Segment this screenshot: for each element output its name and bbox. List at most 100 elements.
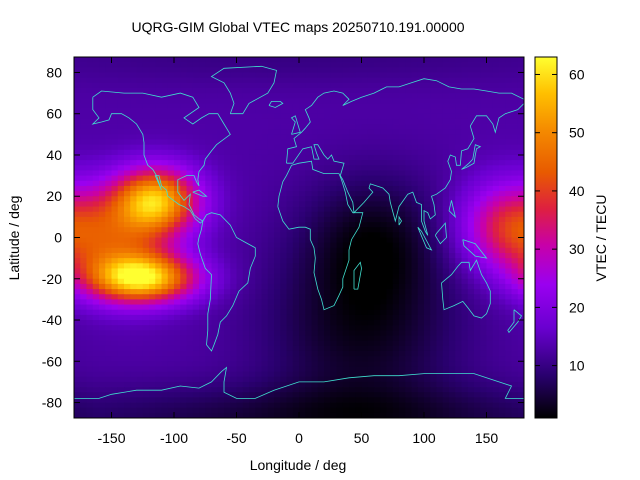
- heatmap-cell: [205, 87, 212, 94]
- heatmap-cell: [511, 134, 519, 140]
- heatmap-cell: [161, 340, 169, 347]
- heatmap-cell: [267, 62, 275, 68]
- heatmap-cell: [461, 278, 469, 285]
- heatmap-cell: [192, 154, 200, 161]
- heatmap-cell: [230, 77, 237, 84]
- heatmap-cell: [267, 175, 275, 182]
- heatmap-cell: [174, 196, 181, 202]
- heatmap-cell: [511, 397, 519, 403]
- heatmap-cell: [105, 93, 112, 99]
- heatmap-cell: [167, 77, 175, 84]
- heatmap-cell: [374, 77, 381, 84]
- heatmap-cell: [486, 82, 494, 89]
- heatmap-cell: [230, 366, 237, 372]
- heatmap-cell: [292, 62, 300, 68]
- heatmap-cell: [336, 154, 344, 161]
- heatmap-cell: [386, 211, 394, 218]
- heatmap-cell: [99, 62, 106, 68]
- heatmap-cell: [111, 252, 119, 259]
- heatmap-cell: [86, 299, 94, 305]
- heatmap-cell: [292, 237, 300, 244]
- heatmap-cell: [80, 222, 87, 228]
- heatmap-cell: [436, 144, 444, 151]
- heatmap-cell: [399, 283, 406, 290]
- heatmap-cell: [467, 72, 475, 79]
- heatmap-cell: [205, 72, 212, 79]
- heatmap-cell: [430, 340, 437, 347]
- heatmap-cell: [349, 82, 356, 89]
- heatmap-cell: [405, 309, 412, 316]
- heatmap-cell: [455, 144, 462, 151]
- heatmap-cell: [486, 222, 494, 228]
- heatmap-cell: [311, 376, 319, 383]
- heatmap-cell: [205, 366, 212, 372]
- heatmap-cell: [480, 325, 487, 331]
- heatmap-cell: [205, 175, 212, 182]
- heatmap-cell: [342, 278, 350, 285]
- heatmap-cell: [449, 397, 456, 403]
- heatmap-cell: [274, 77, 281, 84]
- heatmap-cell: [186, 299, 194, 305]
- heatmap-cell: [511, 160, 519, 166]
- heatmap-cell: [417, 402, 425, 409]
- heatmap-cell: [342, 258, 350, 264]
- heatmap-cell: [417, 387, 425, 393]
- heatmap-cell: [324, 180, 331, 187]
- heatmap-cell: [417, 222, 425, 228]
- heatmap-cell: [111, 320, 119, 326]
- heatmap-cell: [511, 216, 519, 223]
- heatmap-cell: [236, 165, 244, 171]
- heatmap-cell: [217, 175, 225, 182]
- heatmap-cell: [192, 330, 200, 336]
- heatmap-cell: [467, 108, 475, 115]
- heatmap-cell: [361, 185, 369, 192]
- heatmap-cell: [255, 232, 262, 238]
- heatmap-cell: [124, 160, 131, 166]
- heatmap-cell: [305, 118, 312, 125]
- heatmap-cell: [224, 72, 231, 79]
- heatmap-cell: [111, 87, 119, 94]
- heatmap-cell: [355, 392, 362, 398]
- heatmap-cell: [186, 361, 194, 367]
- heatmap-cell: [442, 242, 450, 249]
- heatmap-cell: [142, 263, 150, 269]
- heatmap-cell: [286, 154, 294, 161]
- heatmap-cell: [467, 345, 475, 352]
- heatmap-cell: [474, 278, 481, 285]
- heatmap-cell: [430, 232, 437, 238]
- heatmap-cell: [442, 191, 450, 197]
- heatmap-cell: [311, 381, 319, 388]
- heatmap-cell: [392, 57, 400, 63]
- heatmap-cell: [105, 273, 112, 280]
- heatmap-cell: [105, 118, 112, 125]
- heatmap-cell: [155, 268, 162, 274]
- heatmap-cell: [405, 124, 412, 130]
- heatmap-cell: [511, 381, 519, 388]
- heatmap-cell: [330, 191, 337, 197]
- heatmap-cell: [192, 252, 200, 259]
- heatmap-cell: [474, 118, 481, 125]
- heatmap-cell: [105, 57, 112, 63]
- heatmap-cell: [499, 149, 506, 156]
- heatmap-cell: [74, 242, 81, 249]
- heatmap-cell: [261, 387, 269, 393]
- heatmap-cell: [136, 340, 144, 347]
- heatmap-cell: [392, 93, 400, 99]
- heatmap-cell: [167, 98, 175, 104]
- heatmap-cell: [267, 237, 275, 244]
- heatmap-cell: [142, 258, 150, 264]
- heatmap-cell: [124, 72, 131, 79]
- heatmap-cell: [80, 77, 87, 84]
- heatmap-cell: [249, 98, 256, 104]
- heatmap-cell: [424, 371, 431, 378]
- heatmap-cell: [205, 289, 212, 295]
- heatmap-cell: [355, 263, 362, 269]
- heatmap-cell: [205, 397, 212, 403]
- heatmap-cell: [355, 154, 362, 161]
- heatmap-cell: [249, 289, 256, 295]
- heatmap-cell: [424, 340, 431, 347]
- heatmap-cell: [336, 139, 344, 146]
- heatmap-cell: [467, 87, 475, 94]
- heatmap-cell: [274, 366, 281, 372]
- heatmap-cell: [105, 67, 112, 73]
